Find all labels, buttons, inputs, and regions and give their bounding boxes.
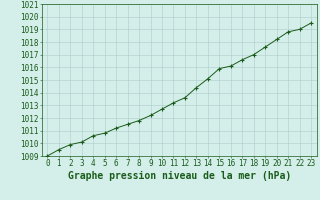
X-axis label: Graphe pression niveau de la mer (hPa): Graphe pression niveau de la mer (hPa) — [68, 171, 291, 181]
